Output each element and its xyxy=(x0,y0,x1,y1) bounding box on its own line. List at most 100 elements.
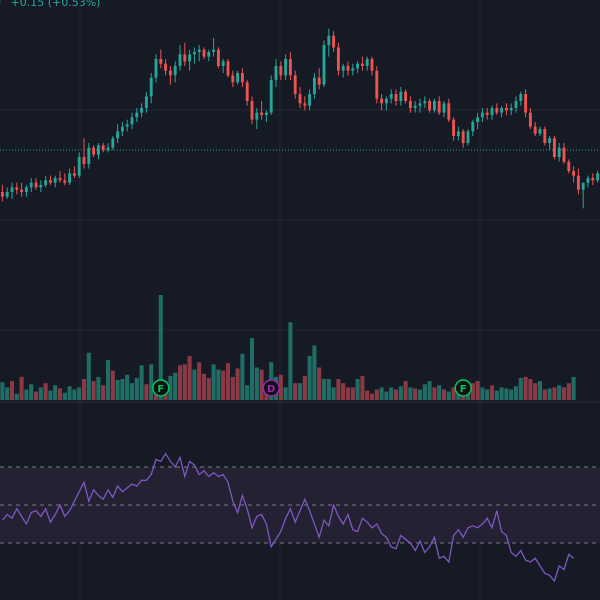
candle-body xyxy=(351,68,355,71)
volume-bar xyxy=(259,369,264,400)
candle-body xyxy=(53,178,57,183)
candle-body xyxy=(207,52,211,57)
candle-body xyxy=(245,82,249,101)
candle-body xyxy=(322,45,326,85)
candle-body xyxy=(380,98,384,104)
volume-bar xyxy=(341,383,346,400)
volume-bar xyxy=(134,377,139,400)
volume-bar xyxy=(379,387,384,400)
volume-bar xyxy=(96,376,101,400)
volume-bar xyxy=(254,367,259,400)
candle-body xyxy=(260,112,264,115)
candle-body xyxy=(370,59,374,71)
volume-bar xyxy=(480,387,485,400)
volume-bar xyxy=(537,381,543,400)
candle-body xyxy=(461,131,465,143)
candle-body xyxy=(264,112,268,115)
candle-body xyxy=(562,147,566,162)
candle-body xyxy=(68,173,72,183)
candle-body xyxy=(312,77,316,94)
volume-bar xyxy=(389,387,394,400)
candle-body xyxy=(274,66,278,80)
candle-body xyxy=(288,59,292,76)
candle-body xyxy=(5,192,9,197)
volume-bar xyxy=(312,345,317,400)
volume-bar xyxy=(24,389,29,400)
volume-bar xyxy=(470,383,475,400)
volume-bar xyxy=(566,383,571,400)
volume-bar xyxy=(336,379,341,400)
candle-body xyxy=(576,175,580,190)
volume-bar xyxy=(408,387,413,400)
volume-bar xyxy=(475,381,480,400)
volume-bar xyxy=(139,365,144,400)
candle-body xyxy=(327,35,331,45)
candle-body xyxy=(485,112,489,115)
volume-bar xyxy=(211,364,216,400)
candle-body xyxy=(428,101,432,111)
candle-body xyxy=(183,54,187,62)
candle-body xyxy=(0,192,4,197)
candle-body xyxy=(308,94,312,106)
volume-bar xyxy=(326,379,331,400)
volume-bar xyxy=(345,387,351,400)
candle-body xyxy=(586,178,590,183)
volume-bar xyxy=(360,375,365,400)
candle-body xyxy=(96,145,100,155)
volume-bar xyxy=(369,393,375,400)
volume-bar xyxy=(9,381,15,400)
candle-body xyxy=(336,47,340,71)
price-pane[interactable] xyxy=(0,28,600,209)
volume-bar xyxy=(494,390,499,400)
candle-body xyxy=(567,161,571,171)
volume-bar xyxy=(67,386,72,400)
earnings-marker xyxy=(152,379,170,397)
candle-body xyxy=(524,94,528,113)
candle-body xyxy=(447,103,451,120)
volume-bar xyxy=(129,383,135,400)
volume-bar xyxy=(149,364,154,400)
volume-bar xyxy=(432,387,437,400)
candle-body xyxy=(557,147,561,157)
volume-bar xyxy=(302,375,307,400)
volume-bar xyxy=(355,379,360,400)
rsi-pane[interactable] xyxy=(0,452,600,583)
volume-bar xyxy=(437,385,442,400)
volume-bar xyxy=(533,383,538,400)
candle-body xyxy=(58,178,62,181)
candle-body xyxy=(284,59,288,76)
candle-body xyxy=(212,49,216,52)
volume-bar xyxy=(374,389,379,400)
volume-bar xyxy=(528,379,533,400)
candle-body xyxy=(149,77,153,97)
candle-body xyxy=(394,94,398,101)
volume-bar xyxy=(38,387,43,400)
candle-body xyxy=(120,126,124,132)
volume-bar xyxy=(187,355,192,400)
volume-bar xyxy=(201,373,207,400)
volume-bar xyxy=(283,387,288,400)
candle-body xyxy=(365,59,369,66)
candle-body xyxy=(216,49,220,66)
candle-body xyxy=(514,101,518,108)
candle-body xyxy=(178,54,182,66)
volume-bar xyxy=(182,364,187,400)
volume-bar xyxy=(86,352,91,400)
price-change-value: +0.15 (+0.53%) xyxy=(10,0,101,9)
candle-body xyxy=(360,63,364,66)
volume-bar xyxy=(81,379,87,400)
volume-bar xyxy=(542,389,547,400)
volume-bar xyxy=(33,391,39,400)
volume-bar xyxy=(403,381,408,400)
rsi-line xyxy=(1,452,575,583)
dividend-marker xyxy=(262,379,280,397)
volume-bar xyxy=(384,391,389,400)
candle-body xyxy=(332,35,336,48)
volume-bar xyxy=(523,376,528,400)
candle-body xyxy=(471,122,475,132)
volume-bar xyxy=(504,388,509,400)
dividend-marker-label: D xyxy=(267,384,275,395)
ohlc-tail-value: 0 xyxy=(0,0,1,9)
